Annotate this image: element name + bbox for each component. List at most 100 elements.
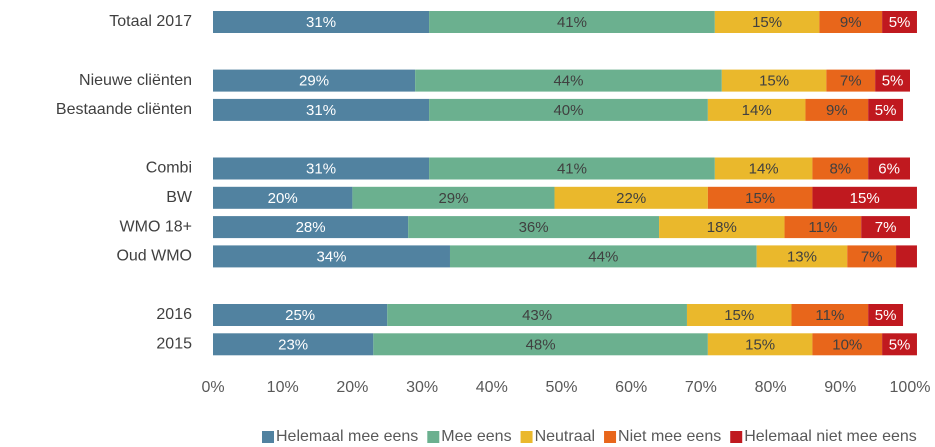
bar-segment	[819, 11, 883, 33]
bar-segment	[707, 98, 806, 121]
bar-segment	[861, 216, 910, 239]
data-label: 28%	[296, 219, 326, 236]
x-tick-label: 80%	[755, 379, 787, 396]
data-label: 9%	[826, 102, 848, 119]
bar-segment	[408, 216, 660, 239]
y-tick-label: Nieuwe cliënten	[79, 72, 192, 89]
data-label: 7%	[875, 219, 897, 236]
bar-segment	[784, 216, 862, 239]
bar-segment	[213, 69, 416, 92]
bar-segment	[554, 186, 708, 209]
bar-segment	[868, 98, 904, 121]
data-label: 15%	[850, 190, 880, 207]
bar-segment	[847, 245, 897, 268]
legend-swatch	[604, 431, 617, 443]
y-tick-label: Combi	[146, 160, 192, 177]
data-label: 34%	[316, 248, 346, 265]
x-tick-label: 50%	[545, 379, 577, 396]
bar-segment	[213, 98, 430, 121]
bar-segment	[714, 157, 813, 180]
bar-segment	[659, 216, 785, 239]
data-label: 15%	[752, 14, 782, 31]
data-label: 41%	[557, 14, 587, 31]
bar-segment	[721, 69, 827, 92]
data-label: 31%	[306, 160, 336, 177]
bar-segment	[429, 98, 708, 121]
y-tick-label: Totaal 2017	[109, 13, 192, 30]
legend-label: Niet mee eens	[618, 428, 721, 445]
y-tick-label: WMO 18+	[120, 218, 192, 235]
bar-segment	[714, 11, 820, 33]
bar-segment	[213, 186, 353, 209]
data-label: 29%	[438, 190, 468, 207]
data-label: 10%	[832, 336, 862, 353]
bar-segment	[896, 245, 917, 268]
data-label: 5%	[889, 336, 911, 353]
data-label: 15%	[724, 307, 754, 324]
bar-segment	[213, 245, 450, 268]
y-tick-label: Bestaande cliënten	[56, 101, 192, 118]
data-label: 6%	[878, 160, 900, 177]
bar-segment	[449, 245, 757, 268]
data-label: 18%	[707, 219, 737, 236]
bar-segment	[213, 333, 374, 356]
data-label: 40%	[553, 102, 583, 119]
data-label: 14%	[749, 160, 779, 177]
data-label: 7%	[840, 73, 862, 90]
bar-segment	[429, 11, 715, 33]
bar-segment	[686, 304, 792, 326]
x-tick-label: 100%	[890, 379, 931, 396]
data-label: 5%	[875, 307, 897, 324]
y-tick-label: Oud WMO	[116, 248, 192, 265]
legend-label: Helemaal niet mee eens	[744, 428, 917, 445]
bar-segment	[373, 333, 708, 356]
data-label: 31%	[306, 14, 336, 31]
bar-segment	[805, 98, 869, 121]
legend-swatch	[520, 431, 533, 443]
bar-segment	[882, 11, 917, 33]
legend-swatch	[730, 431, 743, 443]
data-label: 5%	[875, 102, 897, 119]
data-label: 5%	[882, 73, 904, 90]
data-label: 7%	[861, 248, 883, 265]
data-label: 29%	[299, 73, 329, 90]
x-tick-label: 70%	[685, 379, 717, 396]
legend-label: Mee eens	[441, 428, 511, 445]
bar-segment	[875, 69, 910, 92]
x-tick-label: 10%	[267, 379, 299, 396]
x-tick-label: 90%	[824, 379, 856, 396]
bar-segment	[213, 157, 430, 180]
bar-segment	[868, 304, 904, 326]
bar-segment	[429, 157, 715, 180]
data-label: 36%	[519, 219, 549, 236]
data-label: 15%	[745, 190, 775, 207]
data-label: 43%	[522, 307, 552, 324]
data-label: 11%	[808, 219, 837, 236]
data-label: 15%	[759, 73, 789, 90]
data-label: 11%	[815, 307, 844, 324]
bar-segment	[812, 333, 883, 356]
bar-segment	[415, 69, 722, 92]
data-label: 13%	[787, 248, 817, 265]
data-label: 14%	[742, 102, 772, 119]
data-label: 31%	[306, 102, 336, 119]
data-label: 22%	[616, 190, 646, 207]
bar-segment	[791, 304, 869, 326]
bar-segment	[352, 186, 555, 209]
data-label: 44%	[588, 248, 618, 265]
legend-label: Neutraal	[535, 428, 595, 445]
x-tick-label: 30%	[406, 379, 438, 396]
bar-segment	[812, 157, 869, 180]
x-tick-label: 0%	[201, 379, 224, 396]
data-label: 20%	[268, 190, 298, 207]
legend-swatch	[427, 431, 440, 443]
x-tick-label: 20%	[336, 379, 368, 396]
y-tick-label: BW	[166, 189, 193, 206]
data-label: 9%	[840, 14, 862, 31]
bar-segment	[387, 304, 687, 326]
data-label: 15%	[745, 336, 775, 353]
bar-segment	[213, 304, 388, 326]
bar-segment	[213, 216, 409, 239]
x-tick-label: 40%	[476, 379, 508, 396]
